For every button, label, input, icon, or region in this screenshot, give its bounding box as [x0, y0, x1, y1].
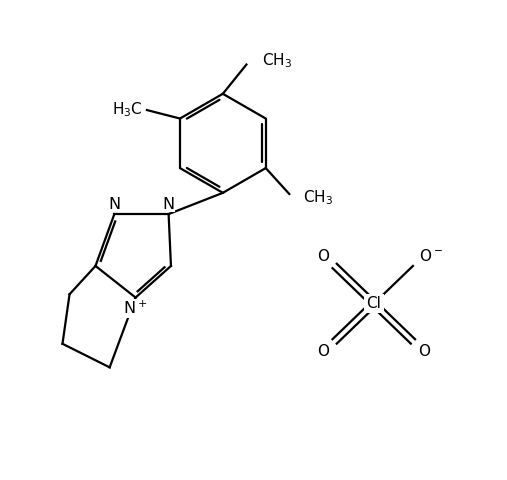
Text: CH$_3$: CH$_3$ — [304, 189, 334, 207]
Text: O: O — [317, 249, 329, 264]
Text: N: N — [108, 197, 121, 212]
Text: N$^+$: N$^+$ — [123, 300, 148, 317]
Text: N: N — [163, 197, 175, 212]
Text: H$_3$C: H$_3$C — [113, 101, 143, 120]
Text: CH$_3$: CH$_3$ — [262, 51, 292, 70]
Text: O: O — [419, 344, 430, 359]
Text: O$^-$: O$^-$ — [419, 248, 443, 264]
Text: Cl: Cl — [367, 296, 381, 311]
Text: O: O — [317, 344, 329, 359]
